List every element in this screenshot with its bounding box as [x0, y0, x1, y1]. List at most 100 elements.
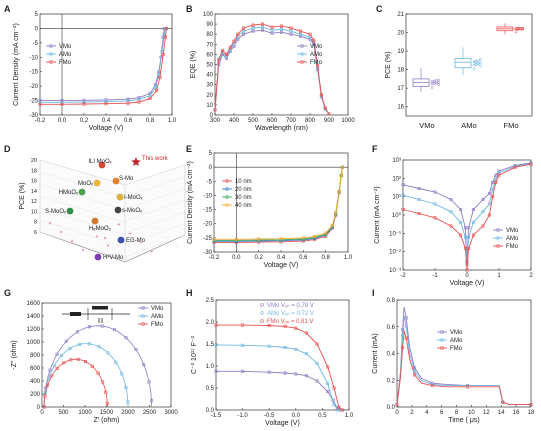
- legend-label: VMo: [151, 306, 164, 312]
- series-line: [402, 162, 532, 265]
- data-point: [55, 366, 59, 370]
- data-point: [251, 29, 255, 33]
- floor-mark: ×: [93, 227, 96, 233]
- data-point: [68, 346, 72, 350]
- data-point: [228, 45, 232, 49]
- data-point: [251, 26, 255, 30]
- panel-e: -0.2 0.0 0.2 0.4 0.6 0.8 1.0 -30 -25 -20 -15 -10 -5 0…: [187, 151, 353, 269]
- floor-mark: +: [140, 240, 143, 246]
- axis-floor: [39, 231, 126, 263]
- x-tick-label: 2: [410, 410, 414, 416]
- legend-label: FMo: [450, 346, 463, 352]
- y-tick-label: -10: [29, 55, 38, 61]
- x-tick-label: 0.8: [146, 118, 155, 124]
- point-label: S-Mo: [119, 176, 134, 182]
- y-tick-label: 10: [206, 103, 213, 109]
- data-point: [477, 58, 480, 62]
- z-tick-label: 18: [31, 168, 37, 174]
- x-tick-label: 12: [483, 410, 490, 416]
- grid-line: [39, 183, 126, 211]
- grid-line: [124, 188, 186, 210]
- data-point: [242, 32, 246, 36]
- data-point: [270, 31, 274, 35]
- legend-marker: [141, 322, 145, 326]
- data-point: [315, 342, 319, 346]
- data-point: [432, 79, 436, 83]
- y-tick-label: 0.2: [387, 378, 396, 384]
- data-point: [241, 343, 245, 347]
- x-tick-label: 600: [267, 118, 278, 124]
- data-point: [38, 99, 42, 103]
- data-point: [97, 345, 101, 349]
- y-tick-label: 800: [30, 353, 41, 359]
- x-tick-label: -0.5: [264, 413, 275, 419]
- y-tick-label: 90: [206, 22, 213, 28]
- data-point: [60, 100, 64, 104]
- data-point: [327, 112, 331, 116]
- floor-mark: ×: [104, 236, 107, 242]
- data-point: [270, 28, 274, 32]
- x-axis-label: Voltage (V): [450, 280, 485, 287]
- y-tick-label: 10²: [392, 176, 401, 182]
- x-tick-label: -2: [400, 273, 406, 279]
- data-point: [48, 368, 52, 372]
- data-point: [481, 210, 485, 214]
- x-tick-label: 500: [58, 410, 69, 416]
- data-point: [161, 52, 165, 56]
- legend-marker: [225, 187, 229, 191]
- x-category-label: VMo: [419, 121, 434, 130]
- sphere-marker: [93, 179, 101, 187]
- x-tick-label: 400: [229, 118, 240, 124]
- panel-f: -2 -1 0 1 2 10⁻³ 10⁻² 10⁻¹ 10⁰ 10¹ 10² 10³ Voltage (…: [374, 158, 533, 287]
- data-point: [465, 268, 469, 272]
- legend-marker: [440, 338, 444, 342]
- data-point: [494, 173, 498, 177]
- box-body: [454, 58, 472, 69]
- data-point: [241, 369, 245, 373]
- data-point: [279, 24, 283, 28]
- data-point: [126, 101, 130, 105]
- y-tick-label: 200: [30, 392, 41, 398]
- series-line: [216, 370, 342, 411]
- y-tick-label: 5: [35, 12, 39, 18]
- x-tick-label: 0.2: [254, 255, 263, 261]
- data-point: [100, 324, 104, 328]
- data-point: [87, 342, 91, 346]
- x-tick-label: 10: [468, 410, 475, 416]
- data-point: [417, 198, 421, 202]
- data-point: [487, 202, 491, 206]
- data-point: [466, 385, 470, 389]
- y-tick-label: 50: [206, 63, 213, 69]
- series-line: [214, 167, 343, 243]
- sphere-marker: [78, 188, 86, 196]
- legend-marker: [49, 60, 53, 64]
- data-point: [501, 400, 505, 404]
- x-tick-label: 800: [305, 118, 316, 124]
- legend-label: FMo: [506, 244, 519, 250]
- data-point: [430, 86, 434, 89]
- legend-label: AMo: [59, 52, 72, 58]
- data-point: [242, 29, 246, 33]
- data-point: [459, 233, 463, 237]
- data-point: [529, 162, 533, 166]
- data-point: [214, 343, 218, 347]
- legend-marker: [496, 244, 500, 248]
- data-point: [304, 352, 308, 356]
- data-point: [298, 29, 302, 33]
- panel-c: 16 17 18 19 20 21 PCE (%) VMo AMo FMo: [385, 12, 533, 130]
- point-label: H₂MoO₃: [89, 226, 112, 232]
- data-point: [260, 22, 264, 26]
- floor-mark: +: [118, 222, 121, 228]
- y-axis-label: EQE (%): [190, 51, 197, 79]
- legend-marker: [440, 346, 444, 350]
- data-point: [55, 352, 59, 356]
- legend-label: 40 nm: [235, 203, 252, 209]
- x-category-label: AMo: [461, 121, 476, 130]
- floor-mark: ·: [165, 235, 167, 241]
- data-point: [487, 191, 491, 195]
- data-point: [491, 195, 495, 199]
- legend-label: VMo: [506, 228, 519, 234]
- data-point: [104, 100, 108, 104]
- data-point: [126, 400, 130, 404]
- legend-label: AMo Vₒₙ = 0.72 V: [267, 311, 314, 317]
